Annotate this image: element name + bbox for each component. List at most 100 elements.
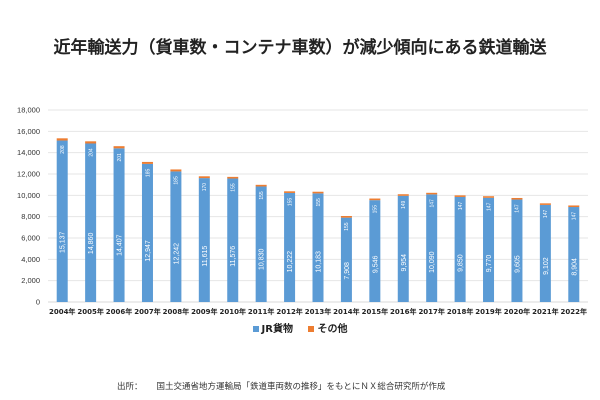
bar-other [141,161,153,164]
data-label-jr: 9,954 [401,254,408,272]
x-tick-label: 2006年 [106,307,132,316]
bar-other [454,195,466,197]
data-label-other: 185 [174,176,180,185]
bar-other [511,197,523,200]
data-label-jr: 11,615 [202,246,209,267]
bar-other [255,184,267,187]
bar-other [483,196,495,198]
bar-other [312,191,324,194]
data-label-other: 155 [316,198,322,207]
bar-jr [369,200,381,302]
data-label-jr: 8,904 [571,258,578,276]
data-label-other: 155 [231,183,237,192]
x-tick-label: 2005年 [77,307,103,316]
y-tick-label: 4,000 [21,255,40,264]
data-label-other: 170 [202,183,208,192]
y-axis: 0 2,000 4,000 6,000 8,000 10,000 12,000 14,000 1… [17,106,40,307]
legend-swatch-jr [252,326,259,332]
data-label-other: 155 [344,222,350,231]
data-label-other: 155 [373,205,379,214]
y-tick-label: 10,000 [17,191,40,200]
legend-item-jr: JR貨物 [252,320,293,335]
data-label-jr: 7,908 [344,262,351,280]
y-tick-label: 6,000 [21,234,40,243]
y-tick-label: 8,000 [21,212,40,221]
x-tick-label: 2009年 [191,307,217,316]
x-tick-label: 2004年 [49,307,75,316]
bar-jr [255,186,267,302]
x-tick-label: 2017年 [418,307,444,316]
bar-other [170,169,182,172]
x-tick-label: 2018年 [447,307,473,316]
y-tick-label: 14,000 [17,148,40,157]
bar-jr [426,194,438,302]
x-tick-label: 2016年 [390,307,416,316]
x-tick-label: 2011年 [248,307,274,316]
data-label-jr: 9,102 [543,257,550,275]
legend-item-other: その他 [308,320,347,335]
bar-other [397,194,409,196]
data-label-jr: 9,850 [458,254,465,272]
legend-label-other: その他 [317,324,348,335]
x-tick-label: 2021年 [532,307,558,316]
bar-other [426,192,438,195]
data-label-jr: 10,090 [429,251,436,273]
y-tick-label: 16,000 [17,127,40,136]
x-tick-label: 2015年 [362,307,388,316]
x-tick-label: 2007年 [134,307,160,316]
bar-other [227,176,239,179]
y-tick-label: 12,000 [17,170,40,179]
bar-jr [397,195,409,302]
data-label-other: 201 [117,153,123,162]
data-label-jr: 10,222 [287,251,294,273]
bar-other [85,141,97,144]
bar-jr [312,193,324,302]
bar-jr [113,148,125,302]
chart-title: 近年輸送力（貨車数・コンテナ車数）が減少傾向にある鉄道輸送 [53,38,547,58]
bar-jr [511,199,523,302]
bar-jr [141,163,153,302]
y-tick-label: 0 [36,298,40,307]
bar-other [340,215,352,218]
bar-jr [539,204,551,302]
bar-other [56,138,68,141]
data-label-other: 147 [486,202,492,211]
data-label-other: 155 [259,191,265,200]
data-label-jr: 9,770 [486,255,493,273]
y-tick-label: 2,000 [21,276,40,285]
bar-other [539,203,551,205]
data-label-other: 147 [429,199,435,208]
x-tick-label: 2012年 [276,307,302,316]
x-tick-label: 2008年 [163,307,189,316]
data-label-jr: 11,576 [230,246,237,267]
x-tick-label: 2013年 [305,307,331,316]
data-label-other: 147 [458,202,464,211]
bar-other [113,146,125,149]
bar-jr [284,192,296,302]
data-label-jr: 14,407 [117,234,124,256]
stacked-bar-chart: 0 2,000 4,000 6,000 8,000 10,000 12,000 14,000 1… [17,106,588,316]
y-tick-label: 18,000 [17,106,40,115]
bar-other [284,191,296,193]
bar-other [198,176,210,179]
bar-jr [170,171,182,302]
source-text: 国土交通省地方運輸局「鉄道車両数の推移」をもとにＮＸ総合研究所が作成 [156,382,446,392]
legend-swatch-other [308,326,315,332]
data-label-other: 149 [401,200,407,209]
data-label-other: 155 [287,198,293,207]
data-label-jr: 12,947 [145,240,152,262]
data-label-jr: 10,183 [316,251,323,273]
x-tick-label: 2014年 [333,307,359,316]
bar-jr [85,143,97,302]
x-tick-label: 2020年 [504,307,530,316]
bar-jr [568,207,580,302]
data-label-other: 147 [572,212,578,221]
bar-jr [198,178,210,302]
bar-jr [483,197,495,302]
data-label-jr: 9,546 [372,255,379,273]
bar-other [369,198,381,201]
bar-jr [56,140,68,302]
data-label-other: 204 [88,148,94,157]
data-label-other: 185 [145,169,151,178]
bars: 15,137 208 14,860 204 14,407 201 12,947 185 12,2… [56,138,580,302]
